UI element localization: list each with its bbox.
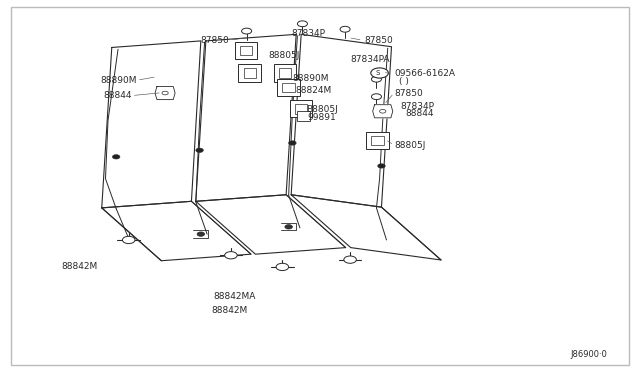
Text: 88824M: 88824M [295,86,331,95]
Text: 99891: 99891 [307,113,336,122]
Bar [367,132,389,149]
Bar [244,68,256,78]
Bar [290,100,312,118]
Bar [278,68,291,78]
Circle shape [285,225,292,229]
Circle shape [380,109,386,113]
Bar [371,136,384,145]
Text: S: S [376,70,380,76]
Text: 87850: 87850 [200,36,229,45]
Bar [282,83,295,92]
Bar [240,46,252,55]
Text: 88844: 88844 [405,109,434,118]
Circle shape [276,263,289,270]
Circle shape [289,141,296,145]
Text: B8805J: B8805J [306,105,338,114]
Circle shape [298,21,307,27]
Text: 09566-6162A: 09566-6162A [394,69,455,78]
Text: 88842M: 88842M [61,262,97,272]
Circle shape [344,256,356,263]
Bar [239,64,261,82]
Polygon shape [155,86,175,100]
Bar [277,79,300,96]
Text: 88842MA: 88842MA [213,292,256,301]
Circle shape [162,91,168,95]
Text: 87834PA: 87834PA [350,55,390,64]
Circle shape [196,148,204,153]
Text: 87850: 87850 [394,89,423,97]
Text: ( ): ( ) [399,77,409,86]
Text: 88844: 88844 [103,91,132,100]
Circle shape [242,28,252,34]
Text: 88805J: 88805J [269,51,300,60]
Text: 87850: 87850 [364,36,393,45]
Circle shape [122,236,135,244]
Circle shape [340,26,350,32]
Text: 88890M: 88890M [100,76,137,85]
Text: 88805J: 88805J [394,141,426,150]
Circle shape [371,68,388,78]
Bar [273,64,296,82]
Circle shape [371,76,381,82]
Bar [295,104,307,113]
Circle shape [371,94,381,100]
Text: 88842M: 88842M [211,306,247,315]
Circle shape [113,155,120,159]
Text: 88890M: 88890M [292,74,329,83]
Circle shape [225,251,237,259]
Bar [235,42,257,59]
Text: 87834P: 87834P [400,102,435,111]
Circle shape [197,232,205,236]
Bar [298,111,310,121]
Circle shape [378,164,385,168]
Text: J86900·0: J86900·0 [570,350,607,359]
Polygon shape [372,105,393,118]
Text: 87834P: 87834P [292,29,326,38]
